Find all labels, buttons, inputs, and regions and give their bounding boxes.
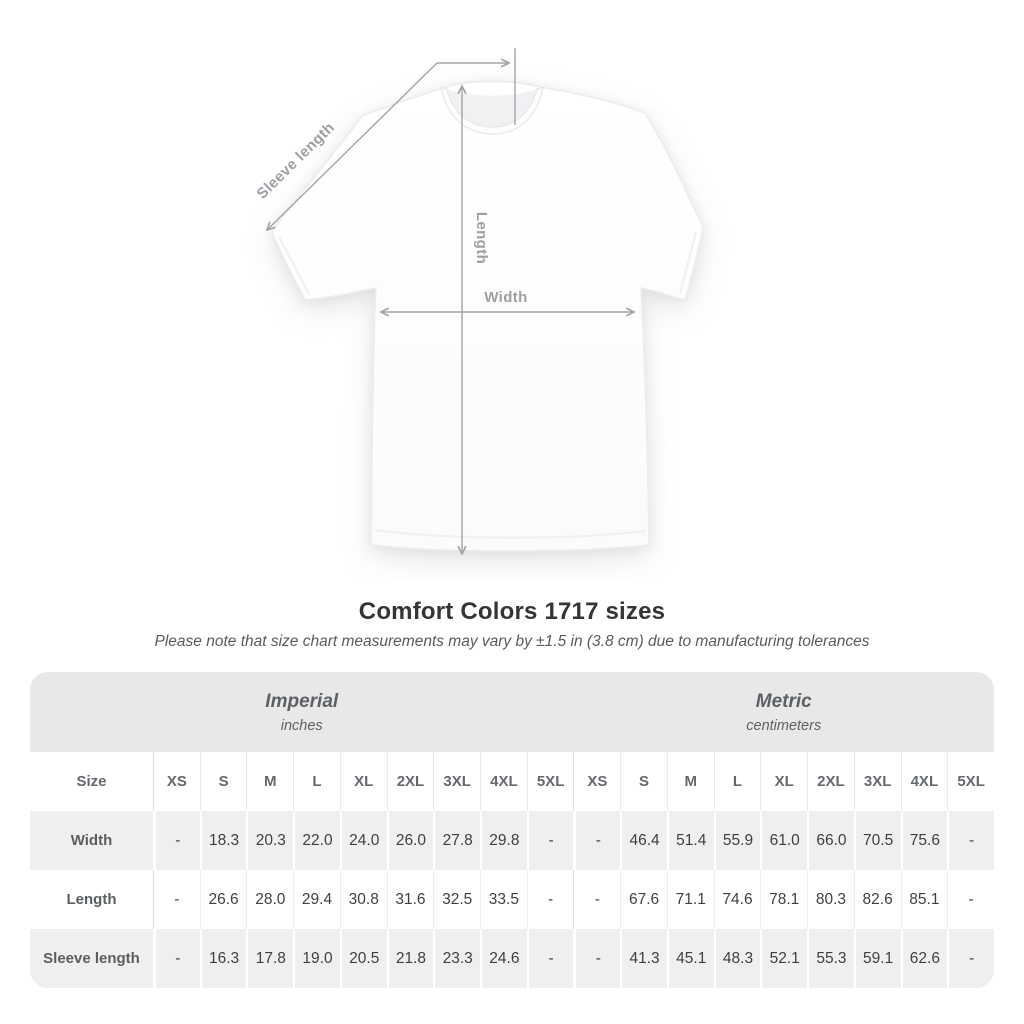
column-header-size: Size: [30, 752, 153, 811]
cell-imperial-l: 19.0: [293, 929, 340, 988]
cell-metric-xs: -: [573, 811, 621, 870]
cell-imperial-xl: 24.0: [339, 811, 387, 870]
cell-metric-s: 46.4: [620, 811, 667, 870]
cell-imperial-5xl: -: [526, 811, 574, 870]
column-header-metric-xl: XL: [760, 752, 808, 811]
column-header-imperial-m: M: [246, 752, 294, 811]
cell-metric-s: 41.3: [620, 929, 667, 988]
cell-imperial-m: 20.3: [246, 811, 294, 870]
cell-imperial-s: 18.3: [199, 811, 247, 870]
cell-imperial-l: 29.4: [293, 870, 340, 929]
row-label: Sleeve length: [30, 929, 153, 988]
cell-metric-l: 74.6: [713, 870, 761, 929]
cell-imperial-3xl: 27.8: [433, 811, 481, 870]
column-header-metric-3xl: 3XL: [853, 752, 901, 811]
page-subtitle: Please note that size chart measurements…: [154, 633, 870, 650]
cell-metric-s: 67.6: [620, 870, 667, 929]
sleeve-length-arrow-diagonal: [267, 62, 438, 230]
length-label: Length: [473, 212, 490, 264]
cell-imperial-5xl: -: [526, 929, 574, 988]
cell-imperial-xs: -: [153, 870, 200, 929]
cell-imperial-2xl: 26.0: [386, 811, 434, 870]
column-header-metric-s: S: [620, 752, 667, 811]
cell-metric-l: 55.9: [713, 811, 761, 870]
cell-imperial-m: 17.8: [246, 929, 294, 988]
cell-imperial-2xl: 21.8: [386, 929, 434, 988]
cell-imperial-3xl: 32.5: [433, 870, 481, 929]
caption-block: Comfort Colors 1717 sizes Please note th…: [0, 598, 1024, 651]
cell-metric-3xl: 70.5: [853, 811, 901, 870]
cell-metric-2xl: 80.3: [807, 870, 854, 929]
tshirt-diagram: Sleeve length Length Width: [254, 48, 704, 580]
column-header-metric-2xl: 2XL: [807, 752, 854, 811]
cell-metric-5xl: -: [947, 870, 994, 929]
unit-label: Metric: [755, 690, 812, 712]
size-header-row: Size XS S M L XL 2XL 3XL 4XL 5XL XS S M L XL 2XL 3XL 4XL 5…: [30, 752, 994, 811]
cell-imperial-4xl: 24.6: [480, 929, 527, 988]
column-header-imperial-4xl: 4XL: [480, 752, 527, 811]
column-header-metric-5xl: 5XL: [947, 752, 994, 811]
column-header-imperial-s: S: [199, 752, 247, 811]
column-header-metric-l: L: [713, 752, 761, 811]
cell-metric-xs: -: [573, 929, 621, 988]
cell-imperial-5xl: -: [526, 870, 574, 929]
cell-metric-2xl: 55.3: [807, 929, 854, 988]
column-header-imperial-l: L: [293, 752, 340, 811]
cell-imperial-4xl: 29.8: [480, 811, 527, 870]
column-header-imperial-3xl: 3XL: [433, 752, 481, 811]
cell-imperial-l: 22.0: [293, 811, 340, 870]
column-header-metric-m: M: [666, 752, 714, 811]
width-label: Width: [484, 289, 528, 306]
cell-metric-3xl: 82.6: [853, 870, 901, 929]
cell-metric-2xl: 66.0: [807, 811, 854, 870]
cell-metric-4xl: 62.6: [900, 929, 948, 988]
cell-metric-4xl: 85.1: [900, 870, 948, 929]
cell-imperial-2xl: 31.6: [386, 870, 434, 929]
row-label: Length: [30, 870, 153, 929]
cell-imperial-s: 16.3: [199, 929, 247, 988]
unit-sublabel: centimeters: [746, 717, 822, 734]
measurement-lines: [267, 48, 634, 554]
table-row-width: Width -18.3 20.3 22.0 24.0 26.0 27.8 29.8- -46.4…: [30, 811, 994, 870]
unit-header-row: Imperial inches Metric centimeters: [30, 672, 994, 752]
page-title: Comfort Colors 1717 sizes: [358, 598, 666, 625]
tshirt-graphic: Sleeve length Length Width: [254, 48, 704, 580]
table-row-sleeve-length: Sleeve length -16.3 17.8 19.0 20.5 21.8 23.3 24…: [30, 929, 994, 988]
cell-imperial-4xl: 33.5: [480, 870, 527, 929]
cell-metric-l: 48.3: [713, 929, 761, 988]
cell-imperial-3xl: 23.3: [433, 929, 481, 988]
cell-metric-xl: 78.1: [760, 870, 808, 929]
unit-header-metric: Metric centimeters: [573, 672, 994, 752]
cell-metric-m: 45.1: [666, 929, 714, 988]
cell-metric-4xl: 75.6: [900, 811, 948, 870]
column-header-imperial-5xl: 5XL: [526, 752, 574, 811]
cell-imperial-xl: 30.8: [339, 870, 387, 929]
cell-metric-xs: -: [573, 870, 621, 929]
column-header-imperial-2xl: 2XL: [386, 752, 434, 811]
cell-metric-5xl: -: [947, 811, 994, 870]
size-chart-table: Imperial inches Metric centimeters Size XS S M L…: [30, 672, 994, 988]
column-header-metric-4xl: 4XL: [900, 752, 948, 811]
cell-imperial-xs: -: [153, 811, 200, 870]
unit-header-imperial: Imperial inches: [30, 672, 574, 752]
column-header-imperial-xs: XS: [153, 752, 200, 811]
unit-label: Imperial: [265, 690, 339, 712]
cell-metric-xl: 52.1: [760, 929, 808, 988]
cell-imperial-m: 28.0: [246, 870, 294, 929]
cell-metric-5xl: -: [947, 929, 994, 988]
cell-imperial-s: 26.6: [199, 870, 247, 929]
column-header-imperial-xl: XL: [339, 752, 387, 811]
cell-metric-m: 71.1: [666, 870, 714, 929]
table-row-length: Length -26.6 28.0 29.4 30.8 31.6 32.5 33.5- -67.…: [30, 870, 994, 929]
unit-sublabel: inches: [280, 717, 323, 734]
cell-metric-3xl: 59.1: [853, 929, 901, 988]
tshirt-image: [271, 80, 704, 552]
column-header-metric-xs: XS: [573, 752, 621, 811]
cell-imperial-xl: 20.5: [339, 929, 387, 988]
row-label: Width: [30, 811, 153, 870]
cell-metric-m: 51.4: [666, 811, 714, 870]
cell-imperial-xs: -: [153, 929, 200, 988]
cell-metric-xl: 61.0: [760, 811, 808, 870]
